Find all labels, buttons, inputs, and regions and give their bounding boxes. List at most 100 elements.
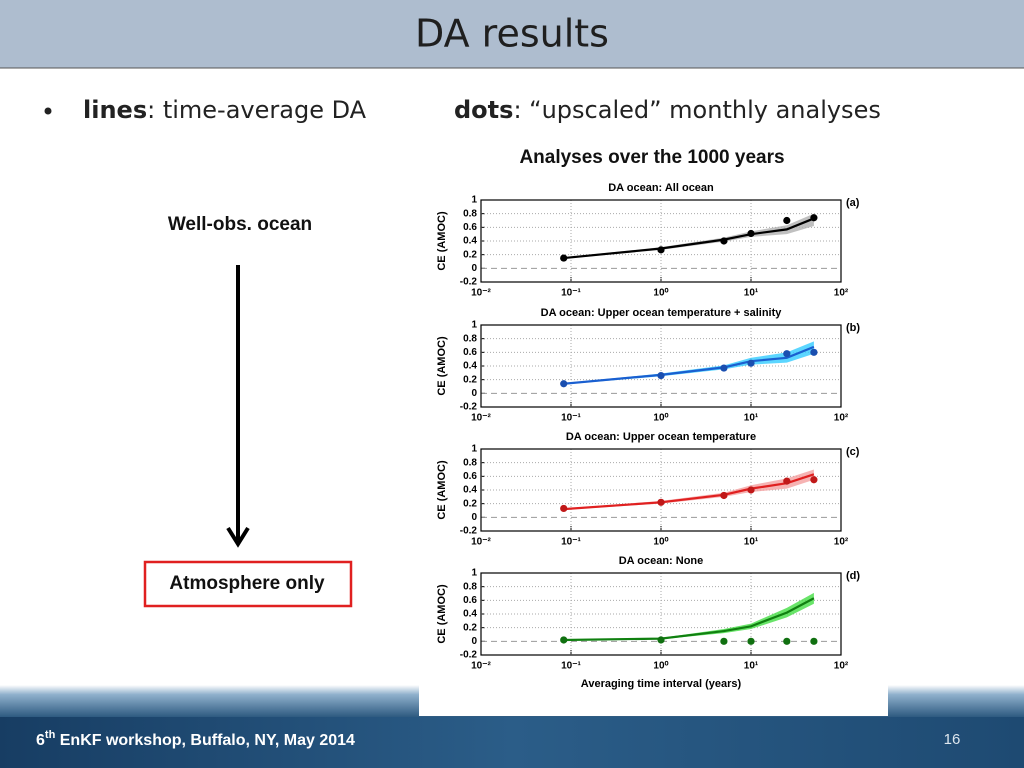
x-tick-label: 10²: [834, 661, 849, 672]
data-dot: [783, 637, 791, 645]
data-dot: [560, 380, 568, 388]
data-dot: [657, 246, 665, 254]
footer-text: 6th EnKF workshop, Buffalo, NY, May 2014: [36, 729, 355, 749]
y-axis-label: CE (AMOC): [436, 211, 448, 271]
y-tick-label: -0.2: [460, 650, 478, 661]
data-dot: [657, 498, 665, 506]
y-tick-label: 0.6: [463, 347, 477, 358]
data-dot: [657, 636, 665, 644]
x-tick-label: 10⁻¹: [561, 288, 581, 299]
y-tick-label: -0.2: [460, 277, 478, 288]
footer-desc: EnKF workshop, Buffalo, NY, May 2014: [55, 732, 355, 749]
bullet-text: lines: time-average DA: [83, 96, 367, 124]
x-tick-label: 10²: [834, 288, 849, 299]
y-tick-label: 0.6: [463, 595, 477, 606]
y-tick-label: 0.8: [463, 581, 477, 592]
y-tick-label: 0.8: [463, 208, 477, 219]
spread-band: [563, 341, 814, 385]
data-line: [563, 473, 815, 511]
header-bar: [0, 0, 1024, 68]
x-tick-label: 10⁻²: [471, 413, 491, 424]
page-number: 16: [944, 731, 961, 748]
arrow-bottom-label: Atmosphere only: [169, 573, 325, 594]
footer-number: 6: [36, 732, 45, 749]
data-dot: [560, 636, 568, 644]
y-tick-label: 0.6: [463, 471, 477, 482]
y-tick-label: -0.2: [460, 526, 478, 537]
y-axis-label: CE (AMOC): [436, 584, 448, 644]
chart-title: DA ocean: Upper ocean temperature: [566, 431, 756, 443]
bullet-text: dots: “upscaled” monthly analyses: [454, 96, 881, 124]
x-tick-label: 10²: [834, 537, 849, 548]
data-dot: [747, 637, 755, 645]
data-dot: [810, 637, 818, 645]
x-tick-label: 10¹: [744, 537, 759, 548]
x-tick-label: 10⁰: [653, 537, 668, 548]
y-tick-label: 0.2: [463, 249, 477, 260]
bullet-dot: [44, 107, 52, 115]
panel-label: (c): [846, 446, 860, 458]
data-dot: [720, 637, 728, 645]
desc: : time-average DA: [147, 96, 367, 124]
data-dot: [810, 214, 818, 222]
term: dots: [454, 96, 513, 124]
data-line: [563, 597, 815, 642]
y-axis-label: CE (AMOC): [436, 336, 448, 396]
data-dot: [720, 364, 728, 372]
x-tick-label: 10¹: [744, 661, 759, 672]
y-tick-label: 0.4: [463, 609, 477, 620]
x-tick-label: 10⁻¹: [561, 413, 581, 424]
slide-title: DA results: [415, 12, 609, 56]
data-dot: [810, 476, 818, 484]
y-tick-label: 1: [471, 320, 477, 331]
data-line: [563, 345, 815, 385]
data-dot: [747, 229, 755, 238]
x-tick-label: 10⁰: [653, 288, 668, 299]
charts: -0.2 0 0.2 0.4 0.6 0.8 1 10⁻² 10⁻¹ 10⁰ 10¹ 10² DA oc…: [436, 182, 860, 690]
y-tick-label: 0.2: [463, 498, 477, 509]
y-tick-label: 0: [471, 512, 477, 523]
y-tick-label: 0.4: [463, 236, 477, 247]
data-dot: [657, 371, 665, 380]
x-tick-label: 10⁻²: [471, 288, 491, 299]
chart-title: DA ocean: None: [619, 555, 704, 567]
x-tick-label: 10⁻²: [471, 537, 491, 548]
footer-sup: th: [45, 729, 56, 741]
x-tick-label: 10⁻¹: [561, 661, 581, 672]
footer-bar: [0, 717, 1024, 768]
arrow-top-label: Well-obs. ocean: [168, 214, 312, 235]
data-dot: [560, 504, 568, 513]
y-tick-label: 0.4: [463, 485, 477, 496]
y-tick-label: 0: [471, 636, 477, 647]
x-tick-label: 10²: [834, 413, 849, 424]
panel-label: (b): [846, 322, 860, 334]
chart-title: DA ocean: All ocean: [608, 182, 714, 194]
x-tick-label: 10¹: [744, 413, 759, 424]
y-tick-label: 0.6: [463, 222, 477, 233]
y-tick-label: 0.2: [463, 374, 477, 385]
data-dot: [783, 477, 791, 485]
data-line: [563, 217, 815, 260]
spread-band: [563, 469, 814, 510]
highlight-box: [143, 560, 353, 608]
chart-title: DA ocean: Upper ocean temperature + sali…: [541, 307, 783, 319]
term: lines: [83, 96, 147, 124]
plot-frame: [480, 448, 842, 532]
y-axis-label: CE (AMOC): [436, 460, 448, 520]
panel-label: (a): [846, 197, 860, 209]
y-tick-label: 0: [471, 388, 477, 399]
y-tick-label: -0.2: [460, 402, 478, 413]
y-tick-label: 1: [471, 195, 477, 206]
data-dot: [720, 491, 728, 500]
desc: : “upscaled” monthly analyses: [513, 96, 880, 124]
data-dot: [560, 254, 568, 262]
data-dot: [747, 486, 755, 494]
y-tick-label: 0.8: [463, 457, 477, 468]
plot-frame: [480, 572, 842, 656]
y-tick-label: 0.2: [463, 622, 477, 633]
y-tick-label: 0.4: [463, 361, 477, 372]
plot-frame: [480, 324, 842, 408]
data-dot: [783, 350, 791, 358]
plot-frame: [480, 199, 842, 283]
